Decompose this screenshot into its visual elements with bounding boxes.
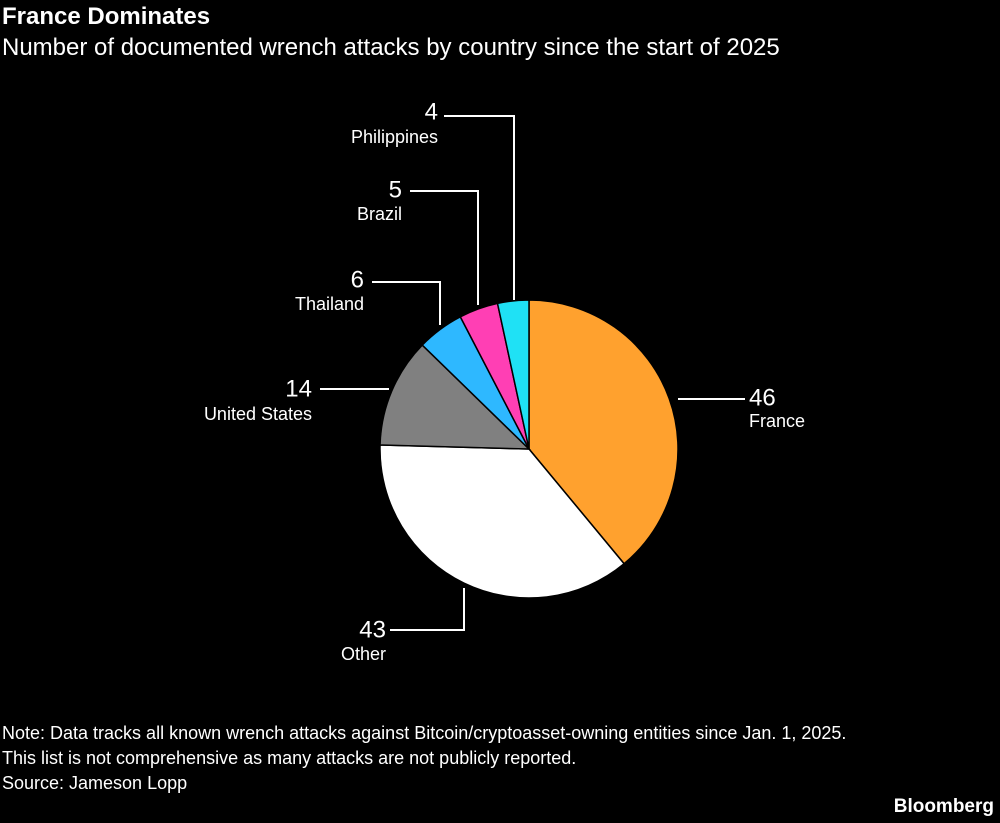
category-label-thailand: Thailand bbox=[295, 294, 364, 314]
source-line: Source: Jameson Lopp bbox=[2, 773, 188, 793]
category-label-other: Other bbox=[341, 644, 386, 664]
leader-line-thailand bbox=[372, 281, 441, 325]
leader-line-other bbox=[390, 588, 465, 631]
category-label-united-states: United States bbox=[204, 404, 312, 424]
pie-slice-other bbox=[379, 444, 626, 599]
chart-footnote: Note: Data tracks all known wrench attac… bbox=[2, 721, 846, 796]
pie-slices bbox=[379, 299, 679, 599]
chart-subtitle: Number of documented wrench attacks by c… bbox=[2, 34, 780, 61]
note-line-2: This list is not comprehensive as many a… bbox=[2, 748, 577, 768]
data-label-france: 46 bbox=[749, 384, 776, 411]
data-label-other: 43 bbox=[359, 616, 386, 643]
data-label-brazil: 5 bbox=[389, 176, 402, 203]
category-label-france: France bbox=[749, 411, 805, 431]
leader-line-philippines bbox=[444, 115, 515, 300]
data-label-thailand: 6 bbox=[351, 266, 364, 293]
data-label-philippines: 4 bbox=[425, 98, 438, 125]
pie-slice-philippines bbox=[496, 299, 530, 450]
category-label-philippines: Philippines bbox=[351, 127, 438, 147]
chart-title: France Dominates bbox=[2, 3, 211, 30]
pie-slice-france bbox=[528, 299, 679, 565]
category-label-brazil: Brazil bbox=[357, 204, 402, 224]
data-label-united-states: 14 bbox=[285, 375, 312, 402]
leader-line-brazil bbox=[410, 190, 479, 305]
pie-slice-united-states bbox=[379, 343, 531, 450]
bloomberg-logo: Bloomberg bbox=[893, 796, 994, 817]
note-line-1: Note: Data tracks all known wrench attac… bbox=[2, 723, 847, 743]
